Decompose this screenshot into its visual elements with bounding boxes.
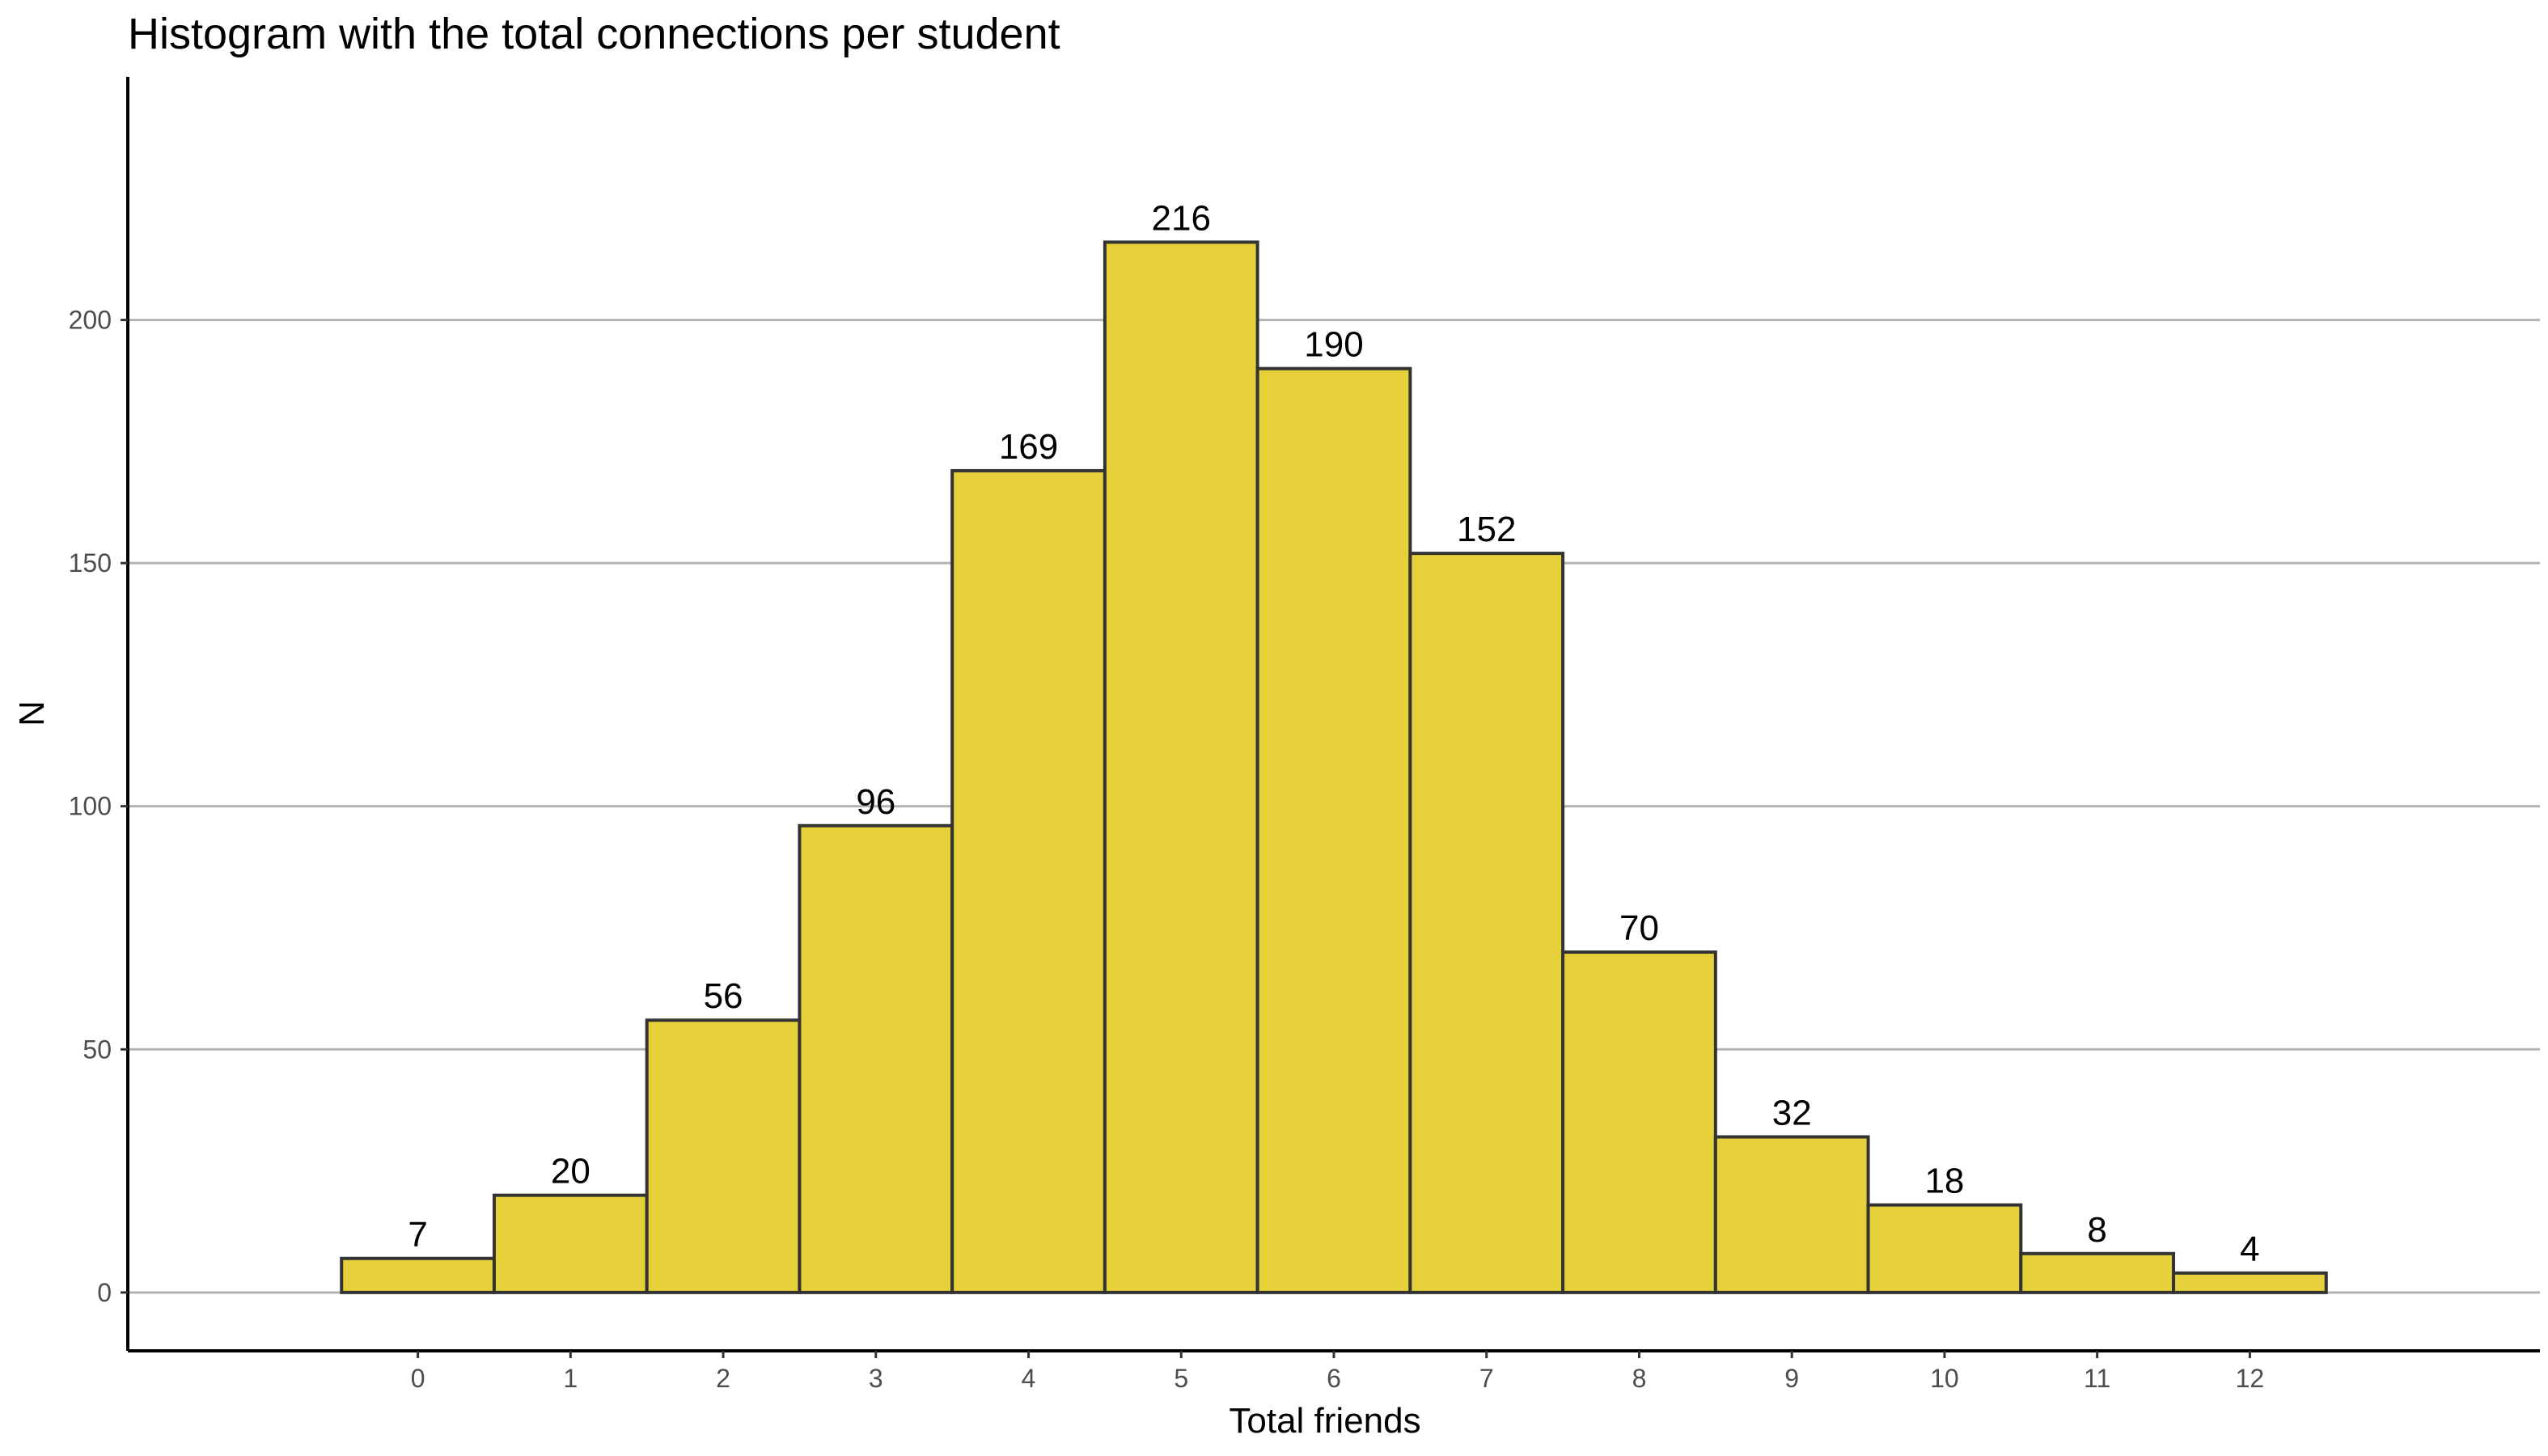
bar-value-label-5: 216 xyxy=(1152,198,1211,238)
x-tick-label-4: 4 xyxy=(1022,1364,1036,1393)
x-tick-label-6: 6 xyxy=(1327,1364,1341,1393)
x-tick-label-2: 2 xyxy=(716,1364,730,1393)
bar-1 xyxy=(492,1193,649,1294)
x-tick-label-9: 9 xyxy=(1784,1364,1799,1393)
bar-value-label-11: 8 xyxy=(2087,1210,2106,1250)
bar-9 xyxy=(1713,1135,1870,1294)
x-axis-title: Total friends xyxy=(1229,1401,1420,1441)
y-tick-label-200: 200 xyxy=(69,306,112,335)
x-axis-ticks: 0 1 2 3 4 5 6 7 8 9 10 11 12 xyxy=(411,1351,2265,1393)
bar-value-label-4: 169 xyxy=(999,427,1058,467)
bar-value-label-12: 4 xyxy=(2240,1230,2259,1269)
x-tick-label-8: 8 xyxy=(1632,1364,1647,1393)
x-tick-label-3: 3 xyxy=(869,1364,883,1393)
bar-value-label-2: 56 xyxy=(704,976,743,1016)
x-tick-label-12: 12 xyxy=(2236,1364,2265,1393)
bar-value-label-9: 32 xyxy=(1772,1093,1812,1132)
x-tick-label-0: 0 xyxy=(411,1364,425,1393)
x-tick-label-11: 11 xyxy=(2084,1364,2110,1393)
bar-11 xyxy=(2019,1251,2176,1294)
x-tick-label-5: 5 xyxy=(1174,1364,1188,1393)
bar-value-label-10: 18 xyxy=(1924,1162,1964,1201)
bar-6 xyxy=(1255,366,1412,1294)
bar-value-label-6: 190 xyxy=(1304,325,1363,365)
y-tick-label-50: 50 xyxy=(83,1035,112,1064)
bar-4 xyxy=(950,468,1107,1294)
bar-10 xyxy=(1866,1203,2023,1294)
y-tick-label-100: 100 xyxy=(69,792,112,821)
x-tick-label-7: 7 xyxy=(1479,1364,1494,1393)
bar-2 xyxy=(645,1018,802,1294)
bar-value-label-0: 7 xyxy=(408,1215,427,1255)
y-axis-title: N xyxy=(12,700,52,726)
bars xyxy=(340,240,2328,1294)
y-tick-label-150: 150 xyxy=(69,548,112,578)
bar-12 xyxy=(2172,1271,2328,1294)
bar-8 xyxy=(1561,950,1717,1294)
bar-value-label-3: 96 xyxy=(856,782,895,822)
bar-5 xyxy=(1103,240,1259,1294)
y-tick-label-0: 0 xyxy=(97,1278,112,1307)
chart-title: Histogram with the total connections per… xyxy=(128,10,1060,58)
x-tick-label-10: 10 xyxy=(1930,1364,1959,1393)
bar-value-label-1: 20 xyxy=(551,1152,590,1191)
bar-0 xyxy=(340,1256,496,1294)
bar-7 xyxy=(1408,552,1565,1294)
bar-3 xyxy=(798,823,954,1294)
y-axis-ticks: 0 50 100 150 200 xyxy=(69,306,128,1307)
x-tick-label-1: 1 xyxy=(563,1364,578,1393)
bar-value-label-7: 152 xyxy=(1457,510,1516,549)
bar-value-labels: 7 20 56 96 169 216 190 152 70 32 18 8 4 xyxy=(408,198,2259,1268)
bar-value-label-8: 70 xyxy=(1619,908,1659,948)
